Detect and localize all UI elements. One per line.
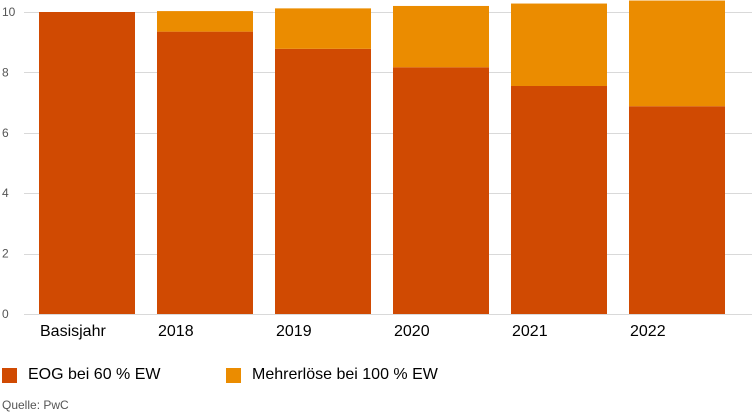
y-tick-label-4: 4 [2, 186, 9, 200]
bar-eog-2020 [393, 67, 489, 315]
bar-eog-2022 [629, 106, 725, 314]
bar-mehrerloese-2020 [393, 5, 489, 68]
bar-eog-2019 [275, 48, 371, 315]
gridlines [24, 12, 752, 315]
x-axis-category-labels: Basisjahr 2018 2019 2020 2021 2022 [40, 323, 666, 340]
legend-item-mehrerloese: Mehrerlöse bei 100 % EW [226, 364, 438, 386]
legend-swatch-eog [2, 367, 17, 383]
source-note: Quelle: PwC [2, 398, 69, 412]
legend-label-eog: EOG bei 60 % EW [28, 366, 161, 383]
y-tick-label-6: 6 [2, 126, 9, 140]
y-tick-label-2: 2 [2, 247, 9, 261]
bar-mehrerloese-2021 [511, 3, 607, 86]
x-category-label-basisjahr: Basisjahr [40, 323, 106, 340]
x-category-label-2019: 2019 [276, 323, 312, 340]
y-tick-label-10: 10 [2, 5, 16, 19]
legend-label-mehrerloese: Mehrerlöse bei 100 % EW [252, 366, 438, 383]
bar-eog-2018 [157, 31, 253, 314]
bar-eog-2021 [511, 85, 607, 315]
bar-mehrerloese-2019 [275, 8, 371, 49]
x-category-label-2022: 2022 [630, 323, 666, 340]
bars [39, 0, 725, 315]
x-category-label-2020: 2020 [394, 323, 430, 340]
legend-swatch-mehrerloese [226, 367, 241, 383]
y-tick-label-8: 8 [2, 65, 9, 79]
bar-mehrerloese-2018 [157, 11, 253, 32]
y-tick-label-0: 0 [2, 307, 9, 321]
legend: EOG bei 60 % EW Mehrerlöse bei 100 % EW [0, 364, 752, 386]
bar-eog-basisjahr [39, 12, 135, 314]
x-category-label-2021: 2021 [512, 323, 548, 340]
legend-item-eog: EOG bei 60 % EW [2, 364, 161, 386]
x-category-label-2018: 2018 [158, 323, 194, 340]
y-axis-ticks: 0 2 4 6 8 10 [2, 5, 16, 321]
bar-mehrerloese-2022 [629, 0, 725, 107]
